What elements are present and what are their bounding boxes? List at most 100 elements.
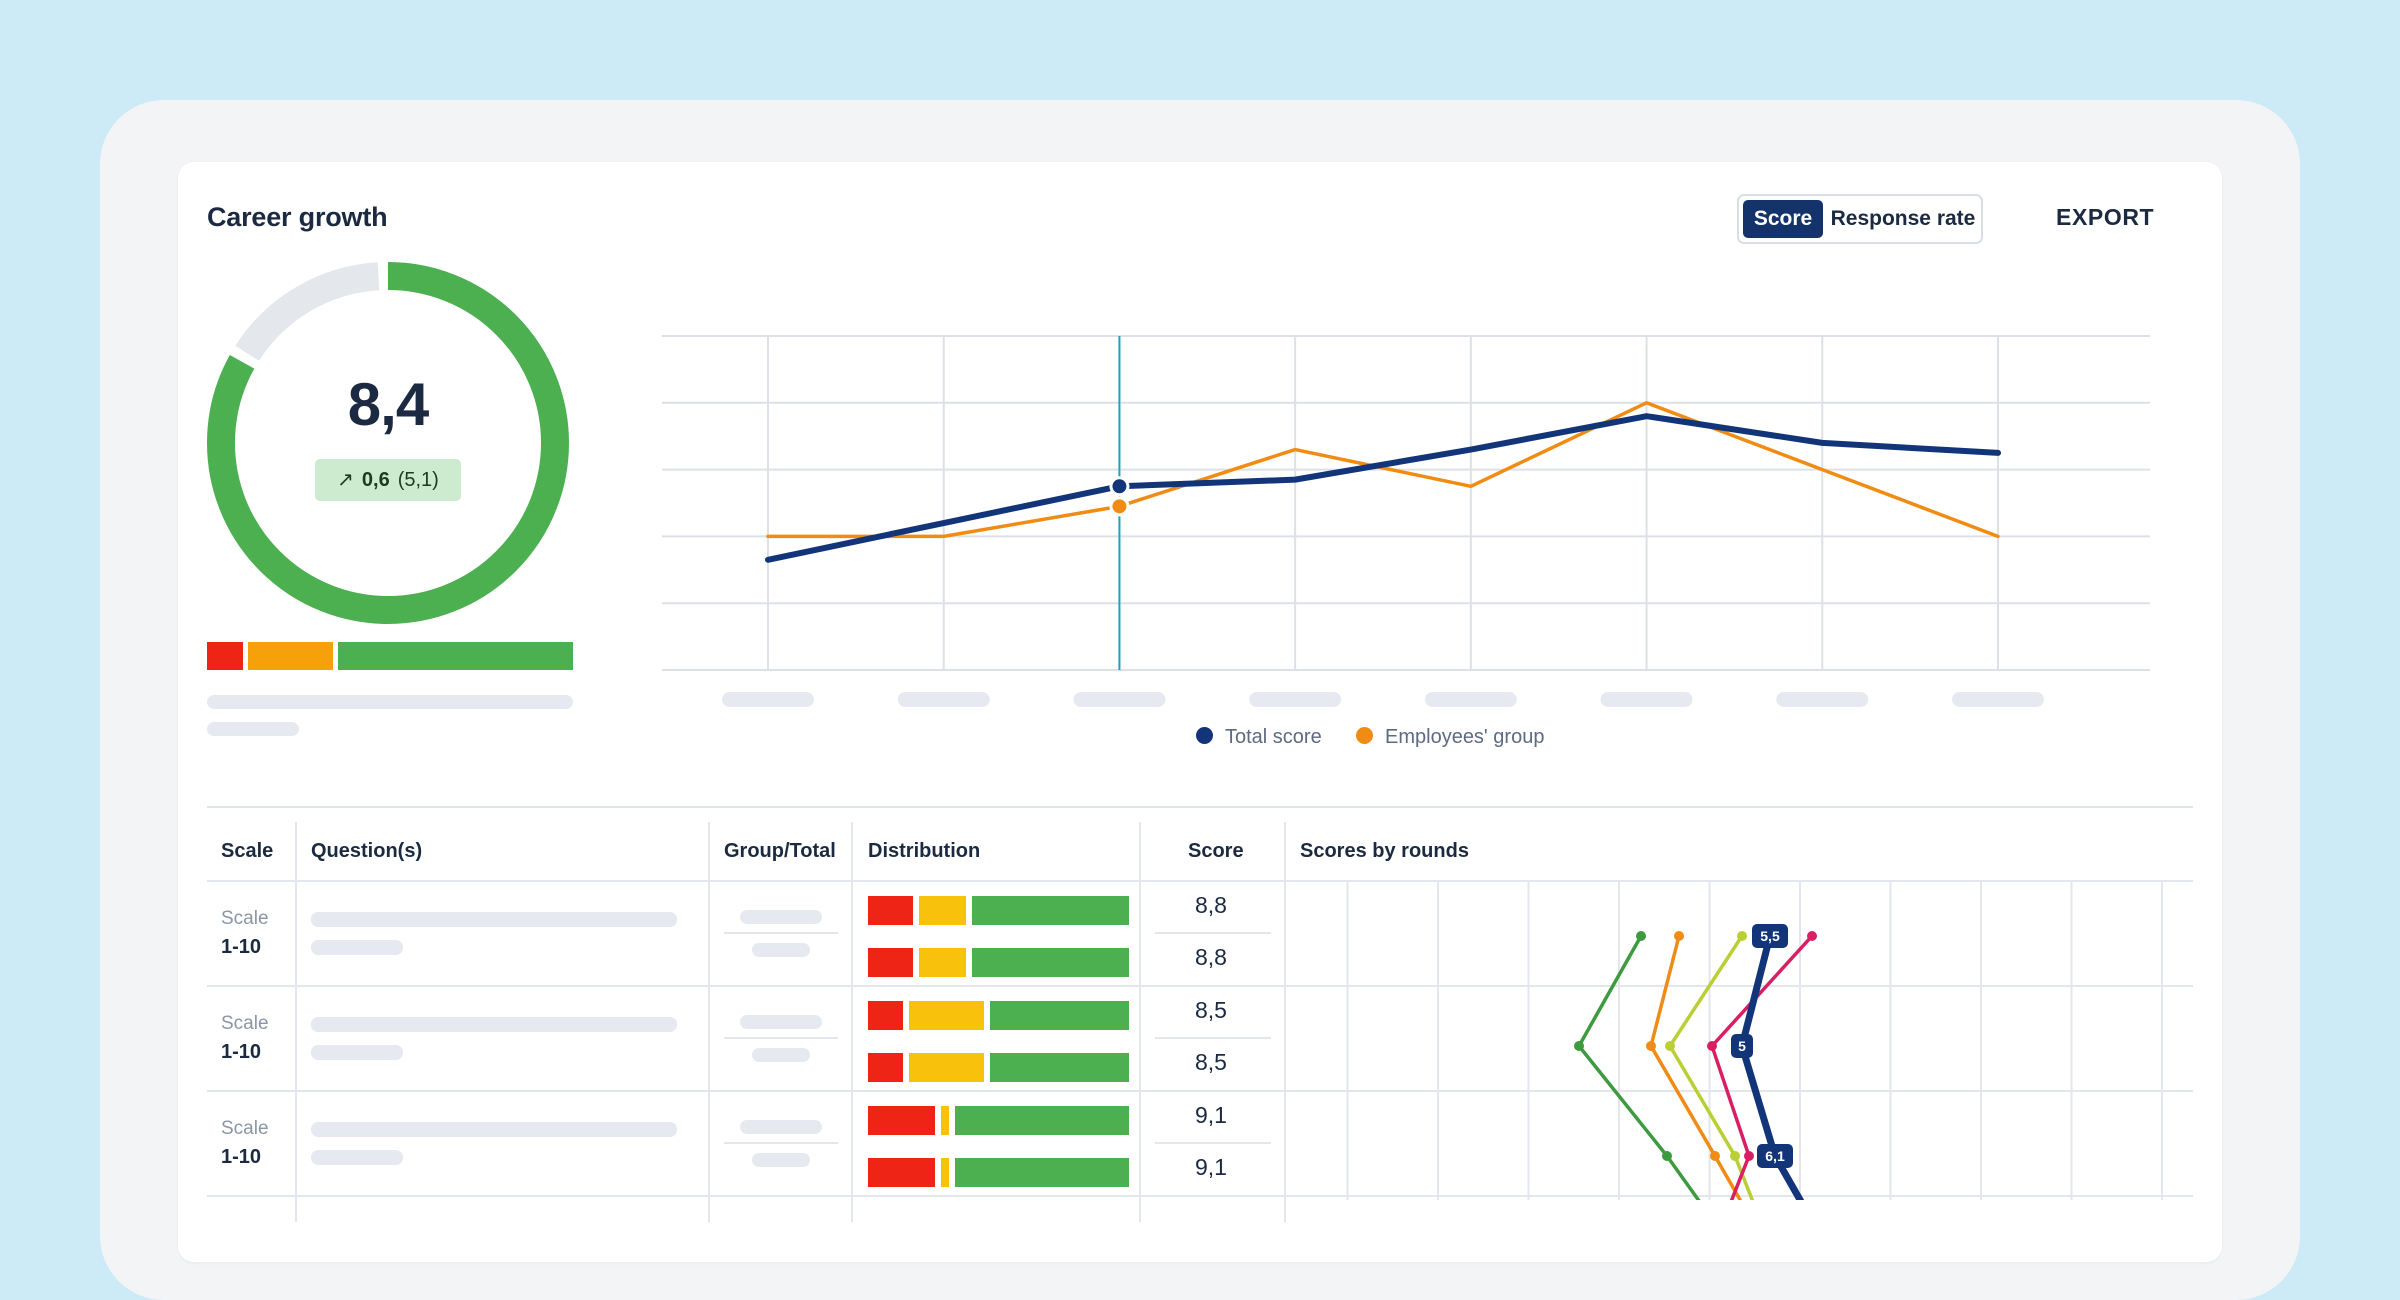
x-tick-label [1600,692,1693,707]
round-score-label: 5,5 [1760,928,1780,944]
round-score-label: 6,1 [1765,1148,1785,1164]
x-tick-label [1073,692,1166,707]
distribution-segment [941,1106,949,1135]
placeholder-line [207,722,299,736]
distribution-segment [918,896,967,925]
donut-ring [207,262,569,624]
column-header-distribution[interactable]: Distribution [868,840,981,862]
rounds-series-line [1710,934,1814,1200]
score-total: 8,5 [1195,1049,1227,1075]
distribution-segment [868,896,913,925]
placeholder-line [207,695,573,709]
distribution-segment [868,1053,903,1082]
distribution-segment [868,1001,903,1030]
row-divider [207,1090,2193,1092]
distribution-segment [868,1158,936,1187]
scale-range: 1-10 [221,1146,262,1168]
rounds-point [1707,1041,1717,1051]
rounds-point [1646,1041,1656,1051]
cell-divider [724,1037,838,1039]
score-donut: 8,4 ↗ 0,6 (5,1) [207,262,569,624]
score-total: 9,1 [1195,1154,1227,1180]
row-divider [207,880,2193,882]
column-header-score[interactable]: Score [1188,840,1244,862]
question-placeholder [311,1122,677,1137]
series-line [765,413,2001,563]
x-tick-label [897,692,990,707]
question-placeholder [311,1045,403,1060]
rounds-point [1665,1041,1675,1051]
column-divider [1139,822,1141,1222]
rounds-point [1636,931,1646,941]
scale-label: Scale [221,1118,269,1139]
highlight-point [1109,476,1130,497]
question-placeholder [311,1150,403,1165]
distribution-high-segment [338,642,573,670]
distribution-segment [868,1106,936,1135]
scale-label: Scale [221,1013,269,1034]
cell-divider [1155,1142,1271,1144]
row-divider [207,985,2193,987]
legend-dot-icon [1356,727,1373,745]
rounds-total-line [1738,935,1805,1200]
total-placeholder [752,1048,810,1062]
metric-toggle[interactable]: Score Response rate [1737,194,1983,244]
legend-item-employees-group[interactable]: Employees' group [1356,726,1544,749]
rounds-point [1744,1151,1754,1161]
rounds-series-line [1649,935,1743,1200]
scores-by-rounds-chart: 5,5 5 6,1 [1346,882,2163,1200]
scale-range: 1-10 [221,1041,262,1063]
scale-label: Scale [221,908,269,929]
column-divider [1284,822,1286,1222]
cell-divider [1155,932,1271,934]
previous-score: (5,1) [397,469,439,491]
distribution-segment [908,1001,984,1030]
column-header-group-total[interactable]: Group/Total [724,840,836,862]
section-divider [207,806,2193,808]
legend-label: Employees' group [1385,726,1545,748]
x-tick-label [722,692,814,707]
rounds-series-line [1668,935,1755,1200]
export-button[interactable]: EXPORT [2056,204,2155,230]
distribution-segment [868,948,913,977]
round-score-badge [1731,1034,1753,1058]
response-rate-toggle-button[interactable]: Response rate [1830,207,1976,230]
distribution-mid-segment [247,642,334,670]
rounds-point [1574,1041,1584,1051]
round-score-badge [1757,1144,1793,1168]
column-header-questions[interactable]: Question(s) [311,840,423,862]
x-tick-label [1424,692,1517,707]
round-score-badge [1752,924,1788,948]
rounds-point [1662,1151,1672,1161]
row-divider [207,1195,2193,1197]
distribution-segment [941,1158,949,1187]
x-tick-label [1952,692,2044,707]
overall-score: 8,4 [347,371,429,438]
column-header-scale[interactable]: Scale [221,840,274,862]
score-delta-badge: ↗ 0,6 (5,1) [315,459,461,501]
distribution-segment [989,1001,1129,1030]
rounds-point [1674,931,1684,941]
distribution-segment [972,896,1129,925]
delta-value: 0,6 [361,469,390,491]
question-placeholder [311,940,403,955]
distribution-segment [918,948,967,977]
rounds-series-line [1577,935,1701,1200]
column-header-scores-by-rounds[interactable]: Scores by rounds [1300,840,1469,862]
x-tick-label [1249,692,1342,707]
distribution-segment [908,1053,984,1082]
cell-divider [1155,1037,1271,1039]
rounds-point [1730,1151,1740,1161]
score-toggle-button[interactable]: Score [1743,200,1823,238]
highlight-point [1109,496,1130,517]
legend-item-total-score[interactable]: Total score [1196,726,1322,749]
group-placeholder [740,910,822,924]
score-group: 9,1 [1195,1102,1227,1128]
total-placeholder [752,1153,810,1167]
column-divider [851,822,853,1222]
distribution-low-segment [207,642,243,670]
distribution-segment [954,1158,1129,1187]
scale-range: 1-10 [221,936,262,958]
donut-arc [207,262,569,624]
legend-label: Total score [1225,726,1322,748]
